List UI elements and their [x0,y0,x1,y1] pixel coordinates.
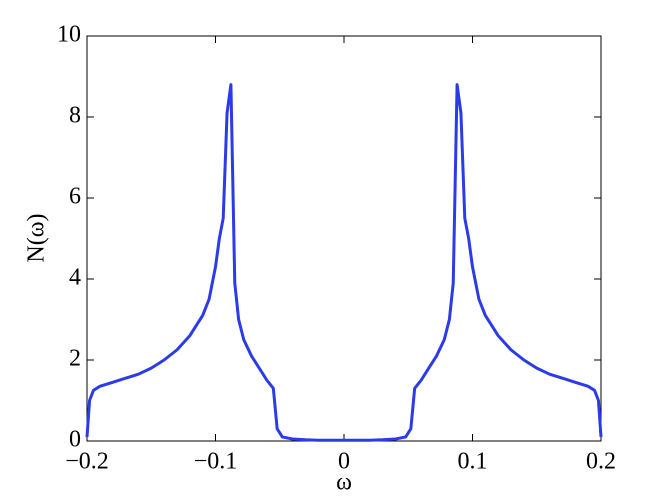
x-tick-label: −0.1 [194,449,238,475]
data-line [85,83,603,442]
x-tick-label: 0 [338,449,350,475]
y-tick-label: 2 [69,346,81,372]
y-tick-label: 6 [69,184,81,210]
y-tick-label: 8 [69,103,81,129]
y-tick-label: 10 [57,22,81,48]
y-tick-label: 0 [69,427,81,453]
x-axis-label: ω [336,470,352,496]
x-tick-label: −0.2 [65,449,109,475]
x-tick-label: 0.1 [458,449,488,475]
y-tick-label: 4 [69,265,81,291]
y-axis-label: N(ω) [24,213,50,262]
x-tick-label: 0.2 [586,449,616,475]
